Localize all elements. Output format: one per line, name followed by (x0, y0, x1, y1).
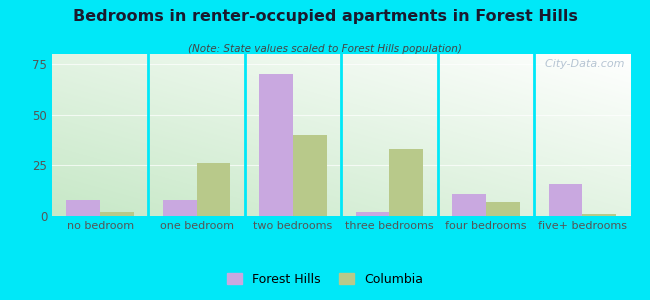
Bar (486, 202, 519, 216)
Bar (356, 212, 389, 216)
Bar (389, 149, 423, 216)
Legend: Forest Hills, Columbia: Forest Hills, Columbia (222, 268, 428, 291)
Bar (196, 163, 230, 216)
Bar (66, 200, 100, 216)
Text: (Note: State values scaled to Forest Hills population): (Note: State values scaled to Forest Hil… (188, 44, 462, 53)
Bar (549, 184, 582, 216)
Bar (259, 74, 293, 216)
Bar (452, 194, 486, 216)
Bar (582, 214, 616, 216)
Bar (293, 135, 327, 216)
Bar (163, 200, 196, 216)
Bar (100, 212, 134, 216)
Text: City-Data.com: City-Data.com (538, 59, 625, 69)
Text: Bedrooms in renter-occupied apartments in Forest Hills: Bedrooms in renter-occupied apartments i… (73, 9, 577, 24)
